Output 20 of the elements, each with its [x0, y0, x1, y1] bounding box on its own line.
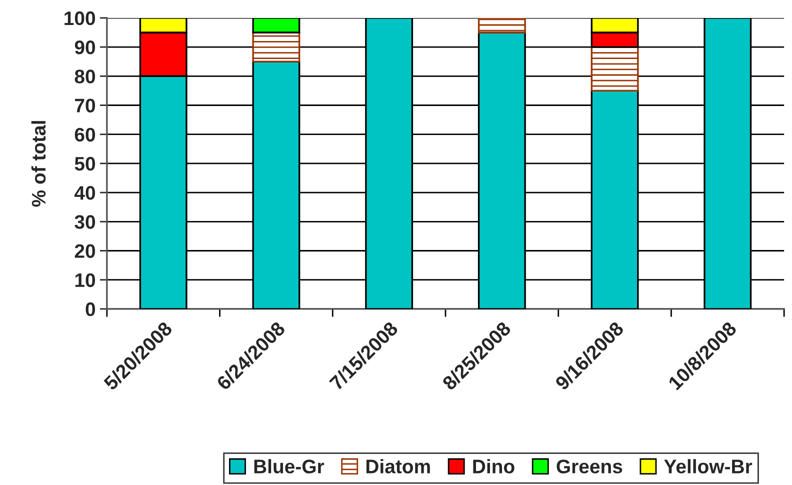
- y-tick-label: 40: [74, 186, 96, 200]
- y-tick-label: 90: [74, 40, 96, 54]
- legend-label: Dino: [473, 459, 514, 474]
- bar: [478, 18, 526, 34]
- y-tick-label: 10: [75, 273, 96, 288]
- y-tick-label: 60: [74, 128, 96, 142]
- bar: [590, 46, 639, 92]
- y-tick-label: 50: [74, 156, 96, 171]
- y-axis-title: % of total: [31, 121, 46, 207]
- y-tick-label: 20: [74, 244, 96, 258]
- y-tick-label: 0: [86, 302, 96, 316]
- legend-label: Blue-Gr: [254, 459, 324, 474]
- y-tick-label: 70: [75, 98, 96, 112]
- legend-label: Greens: [556, 460, 622, 474]
- y-tick-label: 30: [74, 215, 96, 229]
- legend-label: Diatom: [366, 459, 430, 474]
- bar: [252, 32, 300, 62]
- y-tick-label: 80: [74, 70, 96, 84]
- y-tick-label: 100: [64, 11, 96, 26]
- legend-label: Yellow-Br: [664, 459, 752, 474]
